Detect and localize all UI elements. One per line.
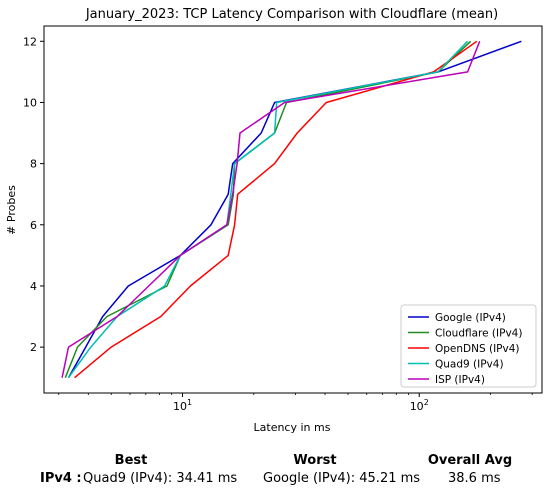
x-tick-label: 101	[173, 398, 192, 413]
y-tick-label: 10	[23, 96, 37, 109]
worst-value: Google (IPv4): 45.21 ms	[263, 471, 421, 486]
legend-label: OpenDNS (IPv4)	[435, 343, 520, 355]
x-axis-label: Latency in ms	[254, 421, 331, 434]
series-line-isp	[61, 41, 481, 378]
worst-header: Worst	[293, 453, 337, 468]
series-line-quad9	[67, 40, 469, 379]
avg-header: Overall Avg	[427, 453, 513, 468]
y-tick-label: 6	[30, 219, 37, 232]
ipv4-row-label: IPv4 :	[40, 471, 82, 486]
legend-box	[400, 304, 537, 388]
x-tick-label: 102	[410, 398, 429, 413]
y-tick-label: 8	[30, 158, 37, 171]
legend-label: Quad9 (IPv4)	[435, 359, 504, 371]
best-header: Best	[114, 453, 148, 468]
latency-chart: January_2023: TCP Latency Comparison wit…	[5, 7, 543, 434]
avg-value: 38.6 ms	[448, 471, 501, 486]
legend-label: Cloudflare (IPv4)	[435, 328, 522, 340]
legend-label: Google (IPv4)	[435, 312, 506, 324]
series-line-opendns	[74, 40, 478, 379]
y-axis-label: # Probes	[5, 185, 18, 235]
y-tick-label: 4	[30, 280, 37, 293]
chart-title: January_2023: TCP Latency Comparison wit…	[85, 7, 498, 22]
y-tick-label: 2	[30, 341, 37, 354]
series-lines	[61, 40, 522, 379]
legend: Google (IPv4) Cloudflare (IPv4) OpenDNS (I…	[400, 304, 537, 388]
legend-label: ISP (IPv4)	[435, 374, 485, 386]
best-value: Quad9 (IPv4): 34.41 ms	[83, 471, 238, 486]
y-tick-label: 12	[23, 35, 37, 48]
